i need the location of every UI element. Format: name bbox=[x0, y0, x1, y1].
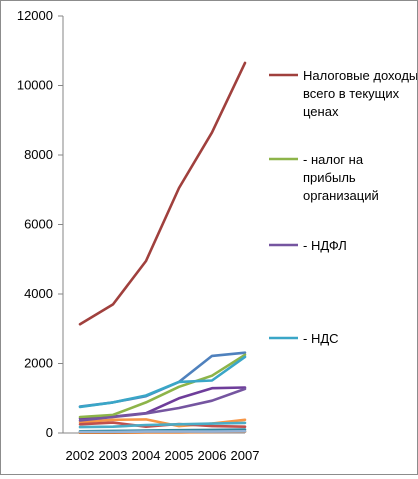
legend-label-3: - НДФЛ bbox=[303, 238, 347, 253]
x-tick-label: 2004 bbox=[132, 448, 161, 463]
legend: Налоговые доходы всего в текущих ценах - на… bbox=[269, 68, 418, 346]
series-line-2 bbox=[78, 353, 247, 419]
x-tick-label: 2007 bbox=[231, 448, 260, 463]
series-lines bbox=[78, 61, 247, 435]
y-tick-label: 2000 bbox=[24, 356, 53, 371]
y-tick-label: 4000 bbox=[24, 286, 53, 301]
series-line-3 bbox=[78, 387, 247, 422]
y-tick-label: 8000 bbox=[24, 147, 53, 162]
legend-label-4: - НДС bbox=[303, 331, 339, 346]
x-tick-label: 2002 bbox=[66, 448, 95, 463]
x-tick-label: 2003 bbox=[99, 448, 128, 463]
legend-label-1: Налоговые доходы всего в текущих ценах bbox=[303, 68, 417, 119]
series-line-12 bbox=[78, 429, 247, 434]
x-axis-ticks: 2002 2003 2004 2005 2006 2007 bbox=[66, 448, 260, 463]
y-axis-ticks: 0 2000 4000 6000 8000 10000 12000 bbox=[17, 8, 63, 440]
legend-label-2: - налог на прибыль организаций bbox=[303, 152, 379, 203]
series-line-1 bbox=[78, 61, 247, 326]
y-tick-label: 6000 bbox=[24, 217, 53, 232]
series-line-4 bbox=[78, 355, 247, 409]
y-tick-label: 0 bbox=[46, 425, 53, 440]
x-tick-label: 2005 bbox=[165, 448, 194, 463]
x-tick-label: 2006 bbox=[198, 448, 227, 463]
series-line-9 bbox=[78, 421, 247, 429]
y-tick-label: 10000 bbox=[17, 78, 53, 93]
y-tick-label: 12000 bbox=[17, 8, 53, 23]
